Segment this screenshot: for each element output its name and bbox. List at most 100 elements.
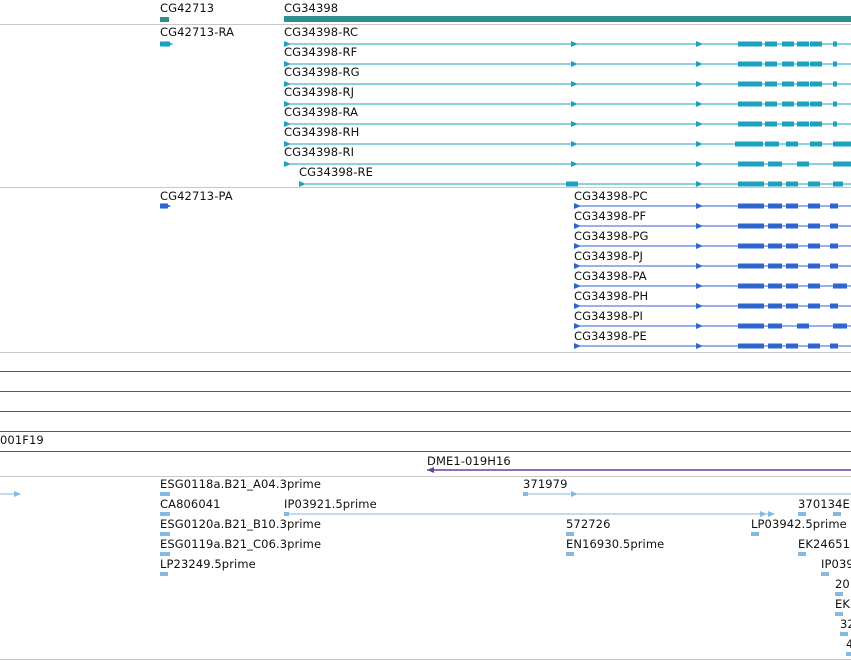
transcript-label[interactable]: CG34398-RA <box>284 105 359 119</box>
exon-block[interactable] <box>765 81 777 87</box>
exon-block[interactable] <box>768 283 782 289</box>
transcript-label[interactable]: CG34398-RC <box>284 25 359 39</box>
est-label[interactable]: 32 <box>840 617 851 631</box>
est-block[interactable] <box>840 632 848 636</box>
exon-block[interactable] <box>738 323 764 329</box>
exon-block[interactable] <box>808 283 820 289</box>
est-label[interactable]: ESG0118a.B21_A04.3prime <box>160 477 321 491</box>
exon-block[interactable] <box>810 41 822 47</box>
est-label[interactable]: EN16930.5prime <box>566 537 665 551</box>
exon-block[interactable] <box>738 41 762 47</box>
exon-block[interactable] <box>830 223 838 229</box>
exon-block[interactable] <box>160 41 170 47</box>
exon-block[interactable] <box>808 303 820 309</box>
est-block[interactable] <box>821 572 829 576</box>
exon-block[interactable] <box>738 101 762 107</box>
exon-block[interactable] <box>833 121 837 127</box>
exon-block[interactable] <box>782 101 794 107</box>
clone-label[interactable]: 001F19 <box>0 433 44 447</box>
est-label[interactable]: IP03921.5prime <box>284 497 377 511</box>
est-label[interactable]: EK24651 <box>798 537 851 551</box>
gene-label[interactable]: CG34398 <box>284 1 339 15</box>
exon-block[interactable] <box>738 61 762 67</box>
est-block[interactable] <box>160 492 170 496</box>
est-block[interactable] <box>160 552 170 556</box>
transcript-label[interactable]: CG34398-RG <box>284 65 360 79</box>
exon-block[interactable] <box>833 181 843 187</box>
est-block[interactable] <box>798 512 806 516</box>
exon-block[interactable] <box>830 203 838 209</box>
exon-block[interactable] <box>786 203 798 209</box>
protein-label[interactable]: CG34398-PE <box>574 329 647 343</box>
exon-block[interactable] <box>768 181 782 187</box>
exon-block[interactable] <box>810 81 822 87</box>
protein-label[interactable]: CG34398-PI <box>574 309 644 323</box>
exon-block[interactable] <box>833 41 837 47</box>
exon-block[interactable] <box>765 41 777 47</box>
exon-block[interactable] <box>833 141 851 147</box>
exon-block[interactable] <box>797 121 809 127</box>
exon-block[interactable] <box>833 161 851 167</box>
exon-block[interactable] <box>768 323 782 329</box>
est-label[interactable]: ESG0120a.B21_B10.3prime <box>160 517 322 531</box>
est-block[interactable] <box>835 592 843 596</box>
exon-block[interactable] <box>833 101 837 107</box>
est-block[interactable] <box>160 572 168 576</box>
exon-block[interactable] <box>786 263 798 269</box>
exon-block[interactable] <box>833 323 847 329</box>
exon-block[interactable] <box>786 141 798 147</box>
est-label[interactable]: EK <box>835 597 851 611</box>
exon-block[interactable] <box>810 61 822 67</box>
exon-block[interactable] <box>830 263 838 269</box>
exon-block[interactable] <box>765 61 777 67</box>
exon-block[interactable] <box>808 181 820 187</box>
exon-block[interactable] <box>810 141 822 147</box>
exon-block[interactable] <box>797 323 809 329</box>
exon-block[interactable] <box>830 343 838 349</box>
exon-block[interactable] <box>738 303 764 309</box>
gene-model-bar[interactable] <box>284 16 851 22</box>
exon-block[interactable] <box>782 61 794 67</box>
transcript-label[interactable]: CG34398-RH <box>284 125 360 139</box>
est-label[interactable]: LP03942.5prime <box>751 517 847 531</box>
exon-block[interactable] <box>808 263 820 269</box>
exon-block[interactable] <box>797 81 809 87</box>
exon-block[interactable] <box>797 101 809 107</box>
exon-block[interactable] <box>768 161 782 167</box>
est-block[interactable] <box>566 532 574 536</box>
protein-label[interactable]: CG34398-PG <box>574 229 649 243</box>
exon-block[interactable] <box>786 343 798 349</box>
exon-block[interactable] <box>738 121 762 127</box>
exon-block[interactable] <box>566 181 578 187</box>
exon-block[interactable] <box>782 81 794 87</box>
est-label[interactable]: 370134E <box>798 497 850 511</box>
clone-label[interactable]: DME1-019H16 <box>427 454 511 468</box>
exon-block[interactable] <box>833 61 837 67</box>
exon-block[interactable] <box>768 223 782 229</box>
exon-block[interactable] <box>808 203 820 209</box>
exon-block[interactable] <box>830 303 838 309</box>
exon-block[interactable] <box>768 263 782 269</box>
exon-block[interactable] <box>735 141 763 147</box>
est-block[interactable] <box>751 532 759 536</box>
est-block[interactable] <box>284 512 289 516</box>
exon-block[interactable] <box>765 101 777 107</box>
exon-block[interactable] <box>786 223 798 229</box>
est-block[interactable] <box>523 492 528 496</box>
protein-label[interactable]: CG34398-PH <box>574 289 649 303</box>
exon-block[interactable] <box>786 283 798 289</box>
exon-block[interactable] <box>782 41 794 47</box>
transcript-label[interactable]: CG34398-RI <box>284 145 355 159</box>
exon-block[interactable] <box>782 121 794 127</box>
exon-block[interactable] <box>738 223 764 229</box>
exon-block[interactable] <box>738 181 764 187</box>
protein-label[interactable]: CG34398-PF <box>574 209 647 223</box>
est-block[interactable] <box>798 552 806 556</box>
exon-block[interactable] <box>738 243 764 249</box>
est-block[interactable] <box>846 652 851 656</box>
transcript-label[interactable]: CG42713-RA <box>160 25 235 39</box>
exon-block[interactable] <box>738 81 762 87</box>
est-label[interactable]: CA806041 <box>160 497 221 511</box>
exon-block[interactable] <box>786 181 798 187</box>
exon-block[interactable] <box>797 61 809 67</box>
